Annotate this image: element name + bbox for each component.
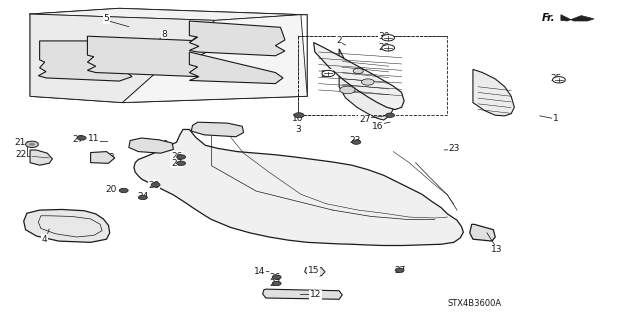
- Polygon shape: [134, 130, 463, 246]
- Text: 23: 23: [349, 136, 361, 145]
- Circle shape: [294, 113, 304, 118]
- Circle shape: [382, 45, 394, 51]
- Circle shape: [29, 143, 35, 146]
- Polygon shape: [30, 14, 215, 103]
- Polygon shape: [30, 8, 301, 20]
- Polygon shape: [24, 210, 109, 242]
- Text: 26: 26: [171, 152, 182, 161]
- Text: 22: 22: [15, 150, 26, 159]
- Text: 3: 3: [295, 125, 301, 134]
- Polygon shape: [189, 21, 285, 56]
- Polygon shape: [561, 15, 594, 21]
- Text: 14: 14: [254, 267, 265, 276]
- Text: 16: 16: [372, 122, 383, 131]
- Text: 25: 25: [321, 70, 332, 78]
- Circle shape: [77, 136, 86, 140]
- Polygon shape: [473, 69, 515, 116]
- Text: 5: 5: [104, 14, 109, 23]
- Text: 24: 24: [137, 192, 148, 201]
- Text: 30: 30: [378, 32, 390, 41]
- Circle shape: [382, 34, 394, 41]
- Polygon shape: [305, 268, 325, 276]
- Circle shape: [395, 268, 404, 272]
- Text: 23: 23: [448, 144, 460, 153]
- Text: 20: 20: [106, 185, 116, 194]
- Polygon shape: [191, 122, 244, 137]
- Polygon shape: [91, 152, 115, 163]
- Text: 6: 6: [234, 65, 240, 74]
- Text: 4: 4: [42, 235, 47, 244]
- Polygon shape: [470, 224, 495, 241]
- Text: 8: 8: [161, 30, 167, 39]
- Text: 13: 13: [492, 245, 503, 254]
- Text: 7: 7: [263, 28, 269, 38]
- Text: Fr.: Fr.: [542, 12, 556, 23]
- Circle shape: [138, 195, 147, 200]
- Text: 28: 28: [148, 181, 160, 190]
- Circle shape: [340, 86, 355, 94]
- Text: 17: 17: [206, 127, 218, 136]
- Text: 10: 10: [292, 114, 303, 123]
- Text: 27: 27: [394, 266, 405, 275]
- Text: 9: 9: [49, 63, 55, 72]
- Polygon shape: [88, 36, 209, 77]
- Circle shape: [177, 161, 186, 166]
- Text: 2: 2: [336, 36, 342, 45]
- Polygon shape: [262, 289, 342, 299]
- Circle shape: [552, 77, 565, 83]
- Circle shape: [177, 155, 186, 159]
- Circle shape: [272, 275, 281, 279]
- Text: 11: 11: [88, 134, 100, 144]
- Circle shape: [353, 69, 364, 73]
- Polygon shape: [314, 42, 404, 109]
- Text: 21: 21: [15, 137, 26, 147]
- Circle shape: [119, 188, 128, 193]
- Polygon shape: [339, 49, 394, 120]
- Circle shape: [362, 79, 374, 85]
- Text: 27: 27: [359, 115, 371, 124]
- Text: 27: 27: [269, 279, 281, 288]
- Text: 25: 25: [550, 74, 561, 83]
- Text: 12: 12: [310, 290, 321, 299]
- Text: 18: 18: [104, 153, 115, 162]
- Text: 26: 26: [269, 273, 281, 282]
- Polygon shape: [189, 52, 283, 84]
- Text: 1: 1: [553, 114, 559, 123]
- Text: 27: 27: [171, 159, 182, 168]
- Polygon shape: [129, 138, 173, 153]
- Polygon shape: [38, 41, 138, 81]
- Polygon shape: [30, 150, 52, 165]
- Circle shape: [26, 141, 38, 147]
- Text: 19: 19: [158, 140, 170, 149]
- Circle shape: [352, 140, 361, 144]
- Text: 27: 27: [72, 135, 84, 145]
- Polygon shape: [122, 15, 307, 103]
- Circle shape: [322, 70, 335, 77]
- Circle shape: [386, 113, 394, 117]
- Circle shape: [272, 281, 281, 286]
- Circle shape: [151, 182, 160, 187]
- Text: STX4B3600A: STX4B3600A: [447, 299, 502, 308]
- Text: 15: 15: [308, 266, 319, 275]
- Text: 29: 29: [378, 43, 389, 52]
